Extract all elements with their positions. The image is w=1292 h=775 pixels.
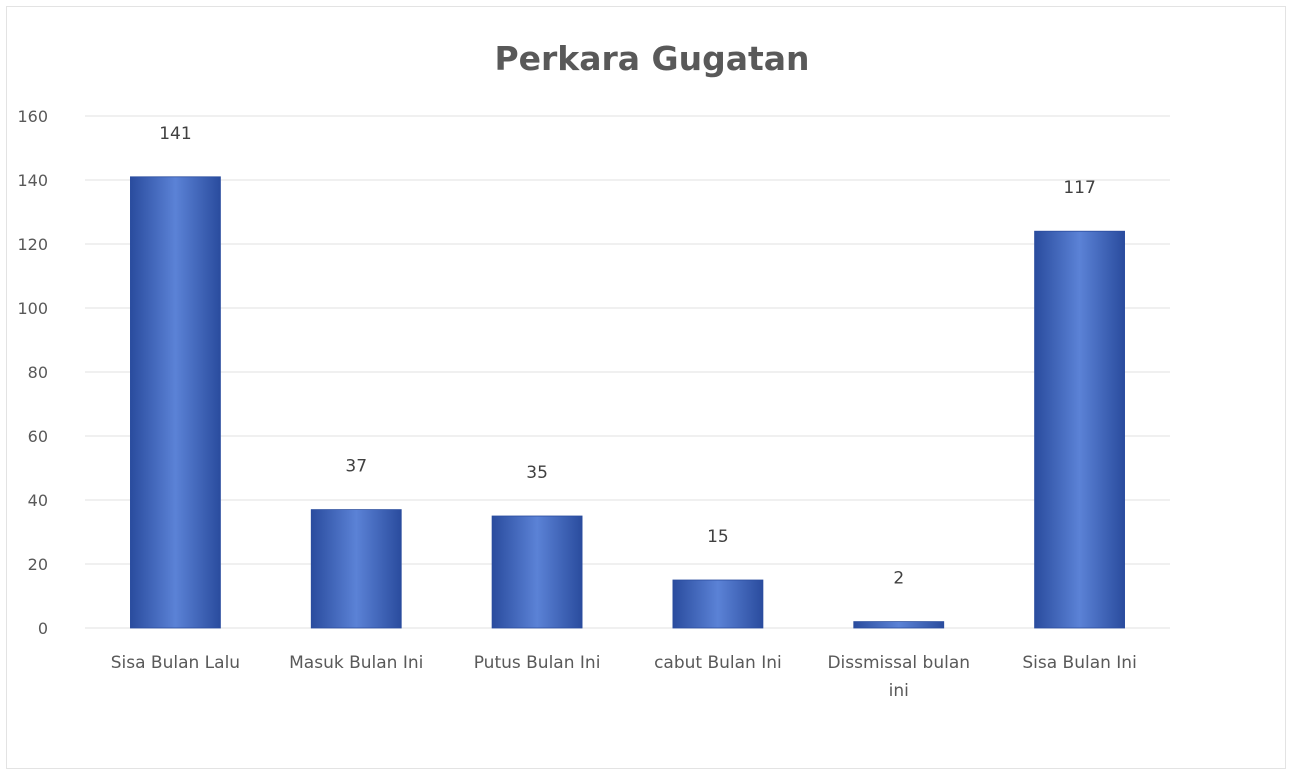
x-category-label: ini bbox=[889, 681, 909, 701]
chart-title: Perkara Gugatan bbox=[494, 39, 809, 78]
y-axis-tick-labels: 0 20 40 60 80 100 120 140 160 bbox=[17, 107, 48, 638]
bar bbox=[1034, 230, 1125, 629]
y-tick-label: 100 bbox=[17, 299, 48, 318]
bar bbox=[853, 621, 945, 629]
y-tick-label: 20 bbox=[28, 555, 48, 574]
bar bbox=[310, 509, 402, 629]
data-label: 141 bbox=[159, 124, 191, 144]
x-axis-category-labels: Sisa Bulan Lalu Masuk Bulan Ini Putus Bula… bbox=[111, 653, 1137, 701]
bar bbox=[130, 176, 221, 629]
y-tick-label: 80 bbox=[28, 363, 48, 382]
data-labels: 141 37 35 15 2 117 bbox=[159, 124, 1096, 589]
x-category-label: Dissmissal bulan bbox=[827, 653, 970, 673]
data-label: 117 bbox=[1063, 178, 1095, 198]
x-category-label: Sisa Bulan Lalu bbox=[111, 653, 240, 673]
y-tick-label: 0 bbox=[38, 619, 48, 638]
x-category-label: cabut Bulan Ini bbox=[654, 653, 782, 673]
y-tick-label: 140 bbox=[17, 171, 48, 190]
x-category-label: Sisa Bulan Ini bbox=[1022, 653, 1136, 673]
y-tick-label: 40 bbox=[28, 491, 48, 510]
x-category-label: Putus Bulan Ini bbox=[474, 653, 601, 673]
data-label: 37 bbox=[345, 457, 367, 477]
data-label: 15 bbox=[707, 527, 729, 547]
data-label: 35 bbox=[526, 463, 548, 483]
y-tick-label: 160 bbox=[17, 107, 48, 126]
bar bbox=[491, 515, 583, 629]
y-tick-label: 60 bbox=[28, 427, 48, 446]
y-tick-label: 120 bbox=[17, 235, 48, 254]
gridlines bbox=[85, 115, 1170, 629]
data-label: 2 bbox=[893, 569, 904, 589]
x-category-label: Masuk Bulan Ini bbox=[289, 653, 423, 673]
bars bbox=[130, 176, 1125, 629]
bar bbox=[672, 579, 764, 629]
